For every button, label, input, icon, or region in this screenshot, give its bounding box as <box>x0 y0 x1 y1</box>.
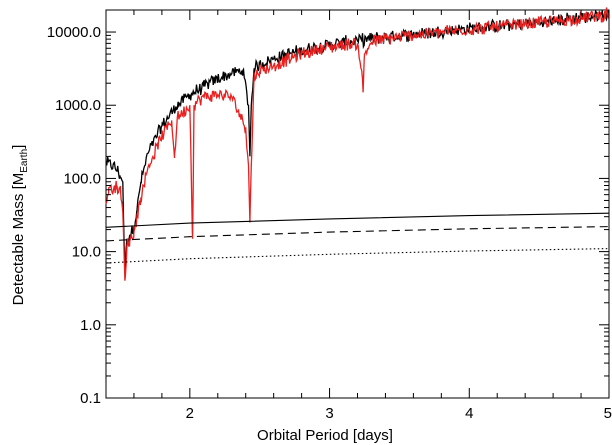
plot-frame <box>105 9 610 399</box>
x-axis-label: Orbital Period [days] <box>257 427 393 444</box>
y-axis-label-main: Detectable Mass [M <box>10 173 27 306</box>
series-line-dashed-black <box>105 226 610 242</box>
series-line-solid-black-jagged <box>105 9 610 274</box>
series-line-dotted-black <box>105 248 610 264</box>
y-tick-label: 0.1 <box>80 390 101 407</box>
series-layer <box>105 7 610 281</box>
series-line-solid-red-jagged <box>105 7 610 281</box>
x-tick-label: 3 <box>325 405 333 422</box>
y-axis-label: Detectable Mass [MEarth] <box>10 145 30 306</box>
series-line-solid-black <box>105 212 610 228</box>
x-tick-label: 4 <box>465 405 473 422</box>
y-tick-label: 1.0 <box>80 317 101 334</box>
y-tick-label: 10.0 <box>72 244 101 261</box>
y-axis-label-close: ] <box>10 145 27 149</box>
y-tick-label: 10000.0 <box>47 24 101 41</box>
x-tick-label: 5 <box>604 405 612 422</box>
x-tick-label: 2 <box>186 405 194 422</box>
y-tick-label: 100.0 <box>63 170 101 187</box>
y-tick-label: 1000.0 <box>55 97 101 114</box>
y-axis-label-subscript: Earth <box>19 149 30 173</box>
ticks-layer: 0.1 1.0 10.0 100.0 1000.0 10000.0 2 3 4 5 <box>47 10 612 422</box>
plot-area <box>105 9 610 399</box>
